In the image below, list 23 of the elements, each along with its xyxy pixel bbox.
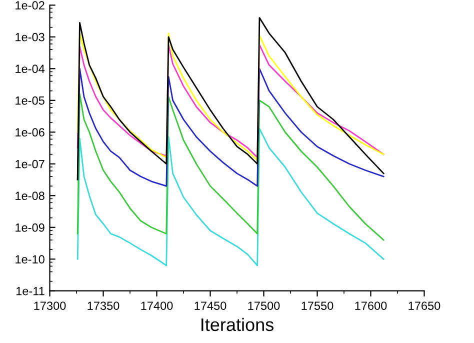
y-tick-label: 1e-02: [16, 1, 44, 10]
y-tick-label: 1e-03: [16, 32, 44, 42]
line-series: [76, 93, 384, 241]
x-tick-label: 17350: [88, 302, 120, 310]
line-series: [76, 68, 384, 187]
x-tick-label: 17500: [248, 302, 280, 310]
x-tick-label: 17400: [141, 302, 173, 310]
y-tick-label: 1e-08: [16, 192, 44, 200]
y-tick-label: 1e-04: [16, 64, 45, 74]
y-tick-label: 1e-07: [16, 160, 44, 168]
y-tick-label: 1e-11: [16, 287, 44, 296]
x-tick-label: 17650: [408, 302, 440, 310]
y-tick-label: 1e-06: [16, 128, 44, 137]
y-tick-label: 1e-10: [16, 255, 44, 264]
line-series: [76, 128, 384, 266]
x-tick-label: 17300: [34, 302, 66, 310]
x-tick-label: 17600: [355, 302, 387, 310]
x-tick-label: 17550: [302, 302, 334, 310]
line-series: [76, 17, 384, 180]
x-axis-title: Iterations: [202, 318, 274, 332]
y-tick-label: 1e-05: [16, 96, 44, 105]
x-tick-label: 17450: [194, 302, 226, 310]
y-tick-label: 1e-09: [16, 223, 44, 232]
